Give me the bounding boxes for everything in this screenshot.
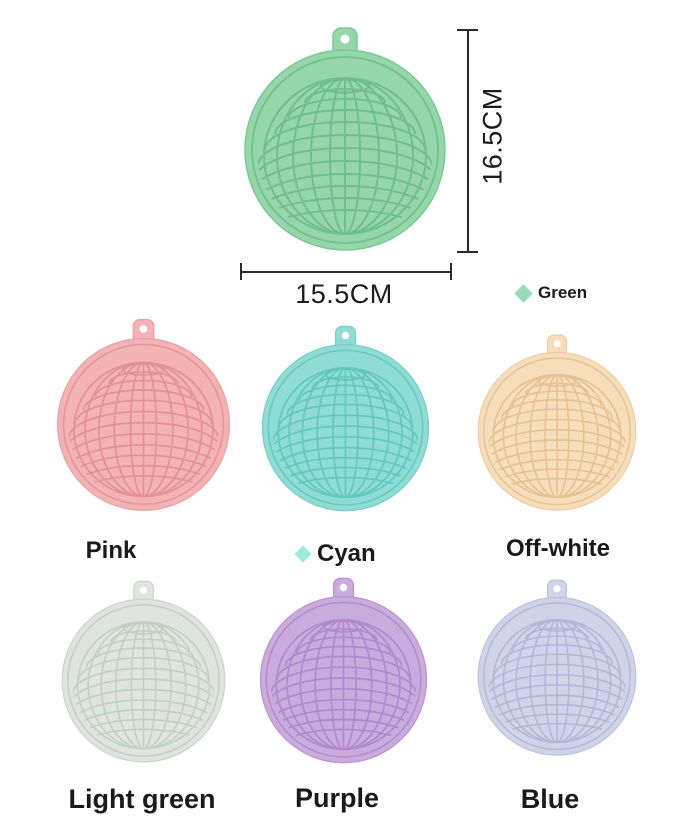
height-dimension-cap-bottom bbox=[457, 251, 478, 253]
globe-grid bbox=[487, 618, 627, 746]
variant-label-blue: Blue bbox=[520, 784, 580, 814]
pole-cap bbox=[122, 362, 165, 376]
pole-cap bbox=[537, 374, 577, 387]
pole-cap bbox=[537, 619, 577, 632]
globe-grid bbox=[71, 621, 216, 753]
mat-off-white bbox=[470, 332, 644, 518]
mat-light-green bbox=[54, 578, 233, 770]
globe-grid bbox=[270, 619, 417, 753]
height-dimension-line bbox=[467, 30, 469, 252]
rim-groove bbox=[251, 56, 439, 244]
rim-groove bbox=[482, 357, 632, 506]
mat-green bbox=[235, 24, 455, 260]
width-dimension-label: 15.5CM bbox=[295, 279, 393, 309]
mat-purple bbox=[252, 575, 435, 771]
variant-label-purple: Purple bbox=[294, 783, 380, 813]
rim-groove bbox=[67, 604, 220, 757]
globe-grid bbox=[272, 367, 419, 501]
cyan-diamond-icon bbox=[294, 545, 312, 563]
pole-cap bbox=[324, 368, 367, 381]
mat-cyan bbox=[254, 323, 437, 519]
globe-grid bbox=[487, 373, 627, 501]
pole-cap bbox=[322, 620, 365, 633]
variant-label-off-white: Off-white bbox=[506, 535, 610, 562]
width-dimension-cap-left bbox=[240, 263, 242, 280]
width-dimension-line bbox=[240, 271, 452, 273]
height-dimension-cap-top bbox=[457, 29, 478, 31]
legend-cyan: Cyan bbox=[294, 540, 376, 568]
rim-groove bbox=[265, 601, 422, 758]
legend-green: Green bbox=[514, 283, 588, 303]
green-diamond-icon bbox=[514, 283, 533, 303]
globe-grid bbox=[257, 77, 433, 238]
pole-cap bbox=[123, 622, 164, 635]
pole-cap bbox=[320, 78, 370, 94]
globe-grid bbox=[67, 361, 220, 500]
rim-groove bbox=[62, 343, 225, 506]
rim-groove bbox=[267, 349, 424, 506]
mat-blue bbox=[470, 577, 644, 763]
width-dimension-cap-right bbox=[450, 263, 452, 280]
rim-groove bbox=[482, 602, 632, 751]
mat-pink bbox=[49, 316, 238, 519]
legend-green-label: Green bbox=[538, 283, 588, 302]
variant-label-pink: Pink bbox=[85, 537, 137, 564]
height-dimension-label: 16.5CM bbox=[477, 87, 508, 185]
variant-label-light-green: Light green bbox=[68, 784, 216, 814]
variant-label-cyan: Cyan bbox=[317, 540, 376, 567]
